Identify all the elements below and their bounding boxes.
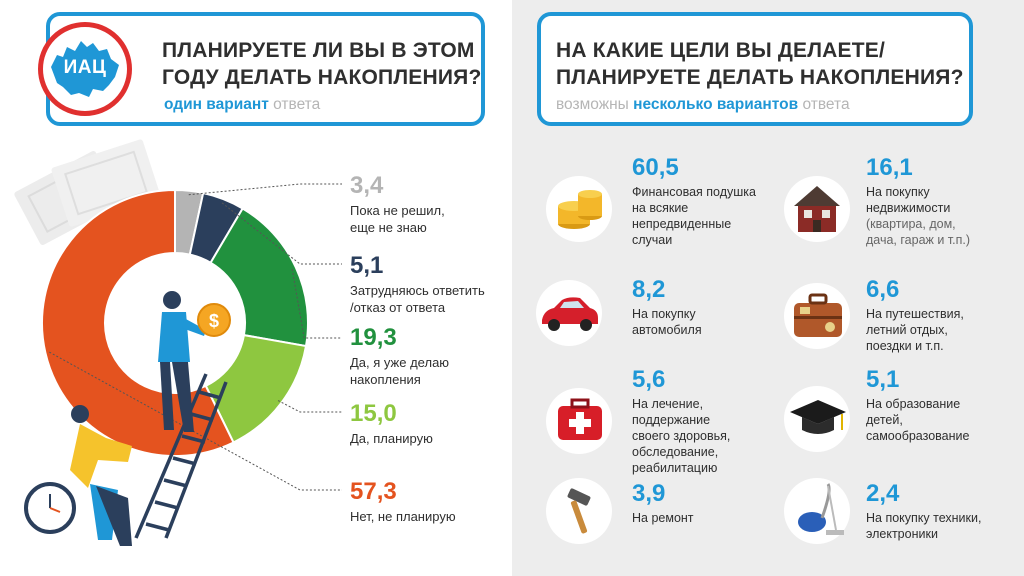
goal-label: реабилитацию xyxy=(632,461,718,475)
goal-value: 5,1 xyxy=(866,366,900,393)
suitcase-icon xyxy=(784,283,850,349)
legend-value: 15,0 xyxy=(350,400,397,427)
goal-label: Финансовая подушка xyxy=(632,185,756,199)
car-icon xyxy=(536,280,602,346)
goal-value: 6,6 xyxy=(866,276,900,303)
goal-label: На покупку xyxy=(866,185,930,199)
svg-text:$: $ xyxy=(209,311,219,331)
goal-value: 16,1 xyxy=(866,154,913,181)
goal-label: На образование xyxy=(866,397,961,411)
goal-label: поддержание xyxy=(632,413,711,427)
goal-label: На лечение, xyxy=(632,397,704,411)
legend-label: Нет, не планирую xyxy=(350,509,456,524)
legend-value: 57,3 xyxy=(350,478,397,505)
iac-logo: ИАЦ xyxy=(38,22,132,116)
goal-value: 5,6 xyxy=(632,366,666,393)
goal-label: самообразование xyxy=(866,429,970,443)
legend-value: 19,3 xyxy=(350,324,397,351)
leader-line xyxy=(277,400,342,413)
goal-value: 3,9 xyxy=(632,480,666,507)
goal-label: случаи xyxy=(632,233,673,247)
legend-label: Да, планирую xyxy=(350,431,433,446)
left-subtitle-rest: ответа xyxy=(273,96,321,113)
goal-label: электроники xyxy=(866,527,938,541)
legend-label: Пока не решил, xyxy=(350,203,445,218)
goal-label: На ремонт xyxy=(632,511,694,525)
right-subtitle-rest: ответа xyxy=(802,96,850,113)
left-title-line-2: ГОДУ ДЕЛАТЬ НАКОПЛЕНИЯ? xyxy=(162,66,482,89)
first-aid-icon xyxy=(546,388,612,454)
goal-label: обследование, xyxy=(632,445,719,459)
legend-label: Да, я уже делаю xyxy=(350,355,450,370)
right-title-line-2: ПЛАНИРУЕТЕ ДЕЛАТЬ НАКОПЛЕНИЯ? xyxy=(556,66,964,89)
leader-line xyxy=(188,183,342,196)
left-question-title: ПЛАНИРУЕТЕ ЛИ ВЫ В ЭТОМ ГОДУ ДЕЛАТЬ НАКО… xyxy=(162,37,481,91)
goal-label: на всякие xyxy=(632,201,689,215)
goal-label: летний отдых, xyxy=(866,323,948,337)
coins-icon xyxy=(546,176,612,242)
goal-label: На покупку xyxy=(632,307,696,321)
goal-label: детей, xyxy=(866,413,903,427)
legend-label: накопления xyxy=(350,372,421,387)
legend-label: /отказ от ответа xyxy=(350,300,446,315)
goal-label: непредвиденные xyxy=(632,217,732,231)
hammer-icon xyxy=(546,478,612,544)
legend-label: Затрудняюсь ответить xyxy=(350,283,485,298)
right-subtitle-pre: возможны xyxy=(556,96,629,113)
goal-sublabel: дача, гараж и т.п.) xyxy=(866,233,971,247)
left-subtitle-emphasis: один вариант xyxy=(164,96,269,113)
vacuum-cleaner-icon xyxy=(784,478,850,544)
goal-sublabel: (квартира, дом, xyxy=(866,217,956,231)
goal-label: На покупку техники, xyxy=(866,511,982,525)
house-icon xyxy=(784,176,850,242)
leader-line xyxy=(291,268,342,339)
goal-value: 2,4 xyxy=(866,480,900,507)
legend-value: 5,1 xyxy=(350,252,384,279)
people-ladder-illustration: $ xyxy=(24,291,231,546)
goal-label: своего здоровья, xyxy=(632,429,731,443)
goal-label: поездки и т.п. xyxy=(866,339,944,353)
right-question-title: НА КАКИЕ ЦЕЛИ ВЫ ДЕЛАЕТЕ/ ПЛАНИРУЕТЕ ДЕЛ… xyxy=(556,37,964,91)
goal-label: недвижимости xyxy=(866,201,951,215)
legend-label: еще не знаю xyxy=(350,220,427,235)
right-question-subtitle: возможны несколько вариантов ответа xyxy=(556,96,850,114)
logo-text: ИАЦ xyxy=(63,57,107,78)
goal-value: 60,5 xyxy=(632,154,679,181)
goal-label: На путешествия, xyxy=(866,307,964,321)
left-question-subtitle: один вариант ответа xyxy=(164,96,320,114)
right-question-box xyxy=(537,12,973,126)
right-title-line-1: НА КАКИЕ ЦЕЛИ ВЫ ДЕЛАЕТЕ/ xyxy=(556,39,886,62)
savings-donut-chart: $ xyxy=(14,139,342,546)
graduation-cap-icon xyxy=(784,386,850,452)
leader-line xyxy=(221,202,342,265)
legend-value: 3,4 xyxy=(350,172,384,199)
goal-label: автомобиля xyxy=(632,323,702,337)
right-subtitle-emphasis: несколько вариантов xyxy=(633,96,799,113)
donut-slice xyxy=(41,188,235,457)
left-title-line-1: ПЛАНИРУЕТЕ ЛИ ВЫ В ЭТОМ xyxy=(162,39,475,62)
goal-value: 8,2 xyxy=(632,276,666,303)
